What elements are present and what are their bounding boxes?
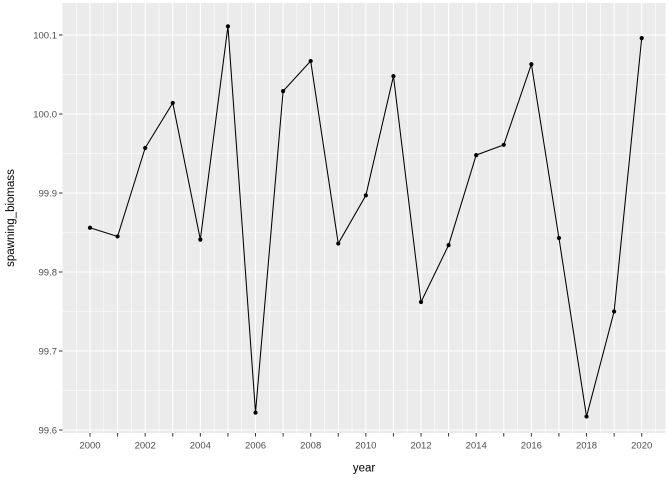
y-axis-title: spawning_biomass — [5, 169, 17, 267]
data-point — [446, 243, 451, 248]
data-point — [225, 24, 231, 29]
data-point — [474, 152, 479, 158]
x-tick-label: 2020 — [631, 441, 652, 452]
x-tick-label: 2000 — [79, 441, 100, 452]
data-point — [391, 73, 396, 79]
data-point — [336, 241, 341, 246]
plot-panel — [62, 3, 666, 433]
x-tick-label: 2016 — [521, 441, 542, 452]
y-tick-label: 100.1 — [33, 30, 57, 41]
data-point — [584, 414, 589, 419]
x-tick-label: 2004 — [190, 441, 211, 452]
x-tick-label: 2012 — [410, 441, 431, 452]
data-point — [198, 237, 203, 242]
x-tick-label: 2006 — [245, 441, 266, 452]
x-tick-label: 2008 — [300, 441, 321, 452]
axis-tick-marks — [59, 34, 643, 437]
data-point — [308, 58, 313, 64]
y-tick-label: 99.7 — [39, 346, 58, 357]
axis-tick-labels: 2000 2002 2004 2006 2008 2010 2012 2014 2016 2018… — [33, 30, 652, 451]
y-tick-label: 99.9 — [39, 188, 58, 199]
data-point — [529, 62, 534, 67]
data-point — [170, 100, 175, 106]
data-point — [87, 225, 93, 230]
y-tick-label: 99.6 — [39, 425, 58, 436]
data-point — [612, 309, 617, 314]
data-point — [639, 36, 644, 41]
data-point — [115, 234, 120, 239]
grid-minor-lines — [62, 3, 666, 433]
data-point — [556, 235, 562, 241]
data-point — [418, 299, 424, 305]
data-point — [253, 410, 258, 415]
data-series — [87, 24, 644, 419]
grid-major-lines — [62, 3, 666, 433]
data-point — [501, 142, 506, 147]
data-point — [280, 88, 286, 94]
y-tick-label: 100.0 — [33, 109, 57, 120]
x-tick-label: 2018 — [576, 441, 597, 452]
x-tick-label: 2010 — [355, 441, 376, 452]
panel-background — [62, 3, 666, 433]
x-tick-label: 2014 — [466, 441, 487, 452]
data-point — [363, 193, 368, 198]
y-tick-label: 99.8 — [39, 267, 58, 278]
data-point — [143, 145, 148, 151]
x-tick-label: 2002 — [135, 441, 156, 452]
x-axis-title: year — [353, 463, 376, 475]
